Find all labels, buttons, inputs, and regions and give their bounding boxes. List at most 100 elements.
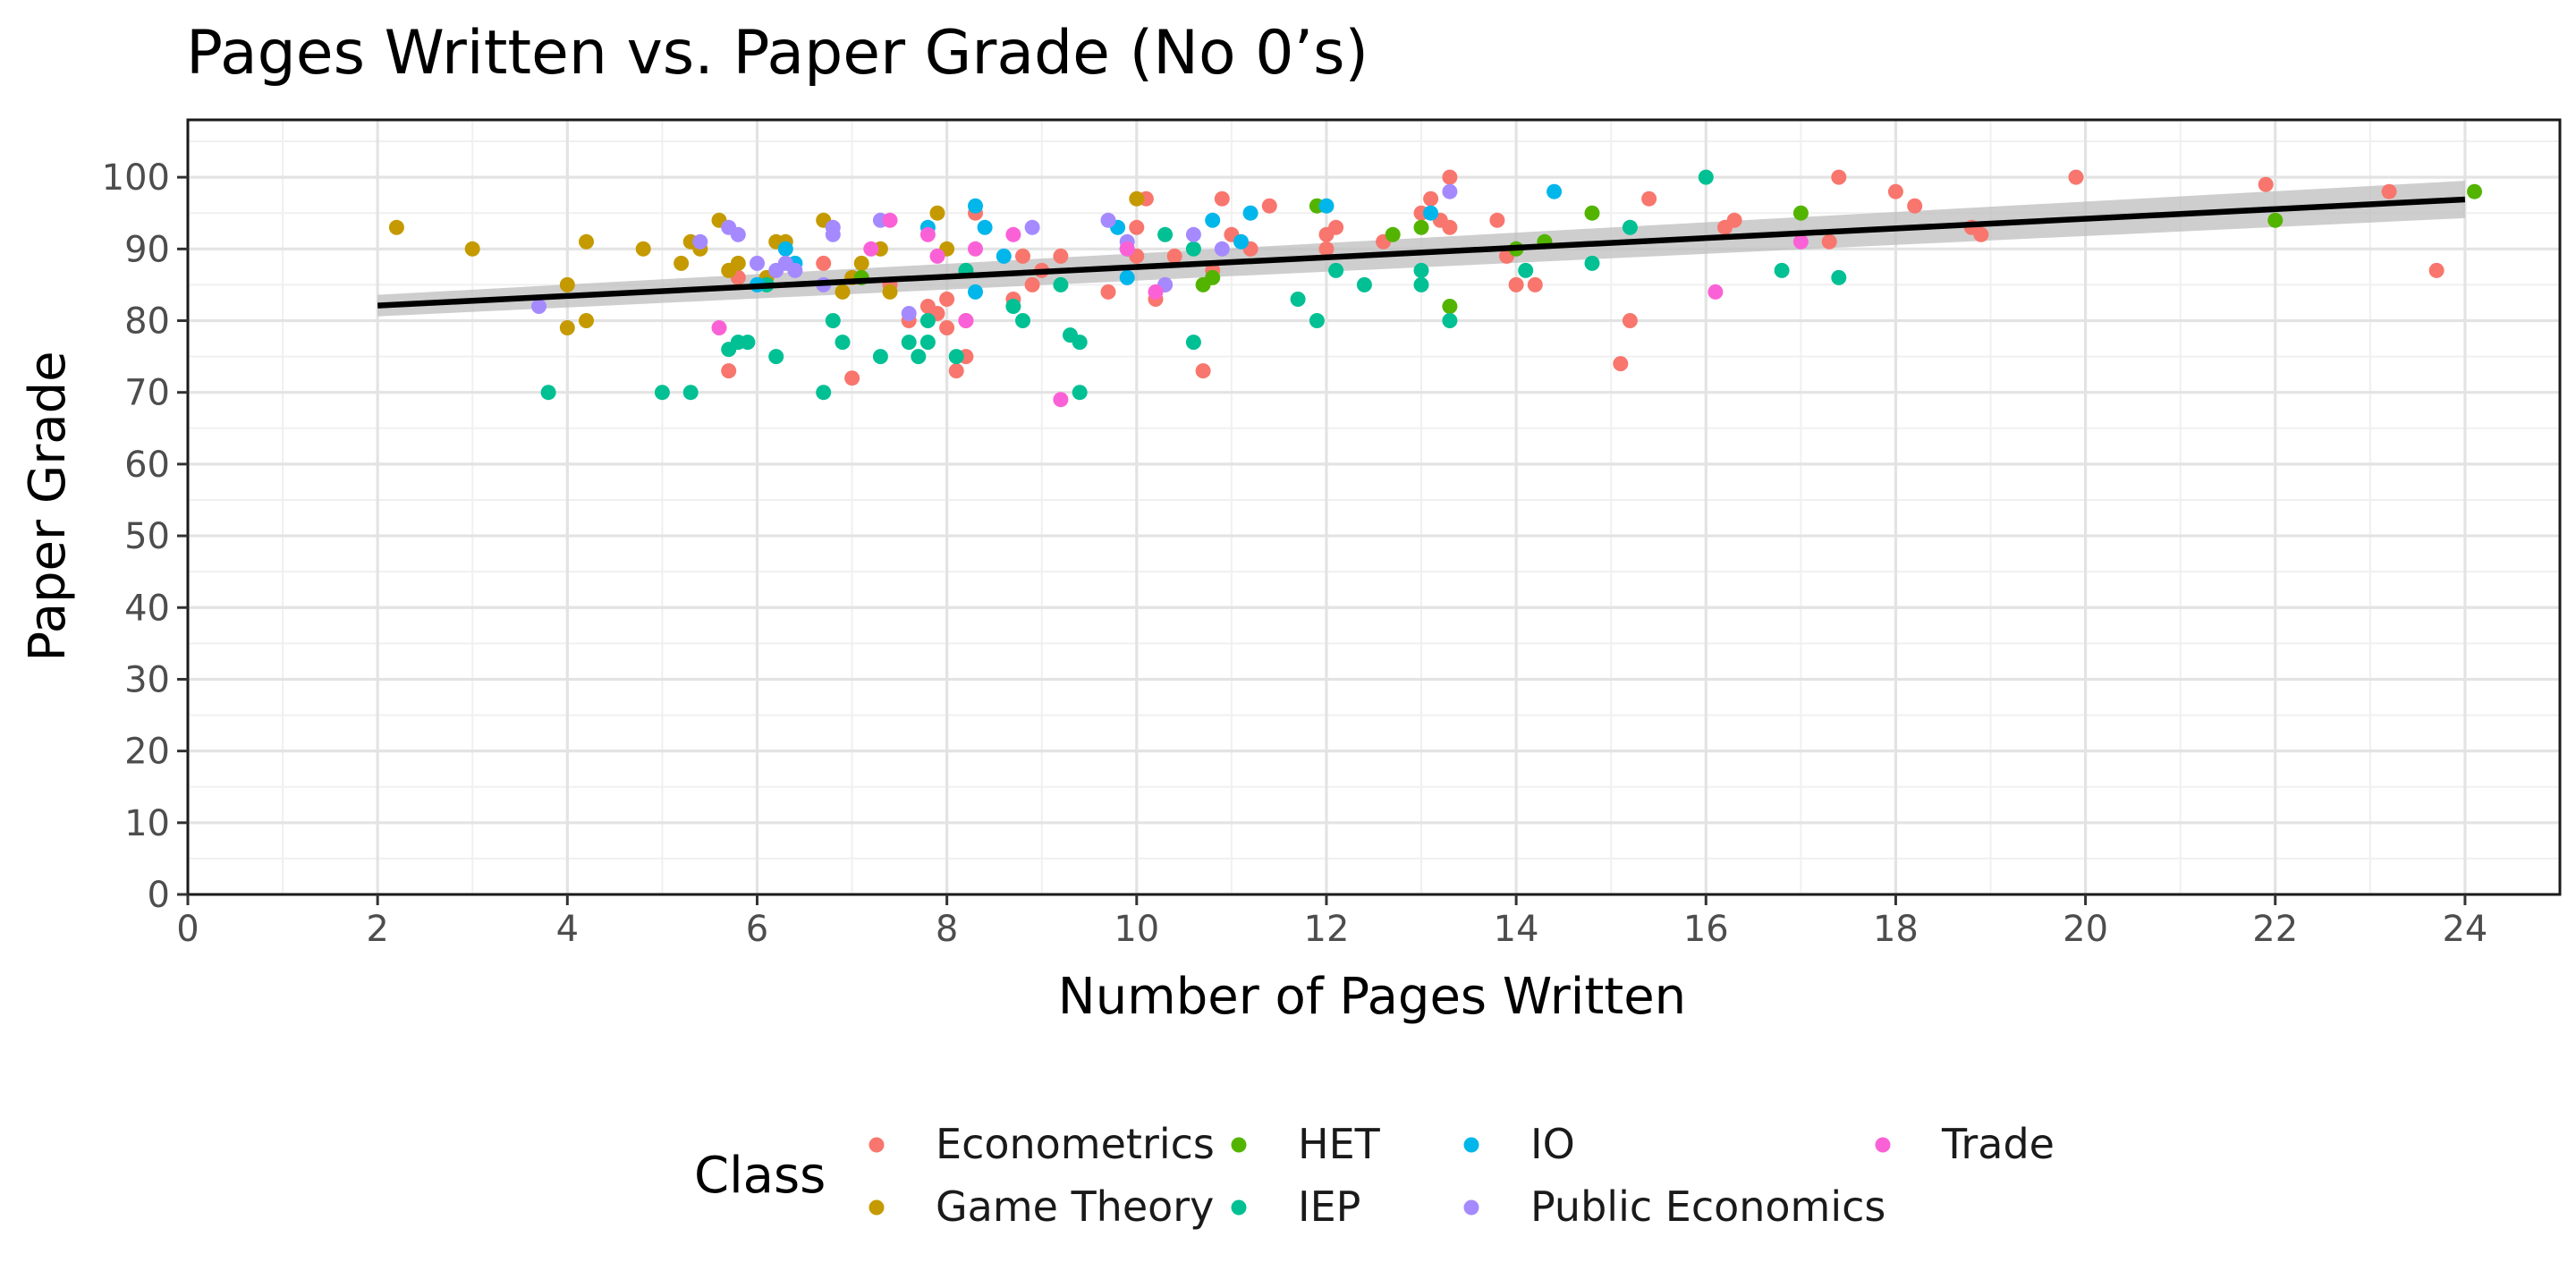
data-point bbox=[977, 219, 993, 235]
data-point bbox=[635, 241, 651, 257]
data-point bbox=[919, 226, 936, 242]
data-point bbox=[1261, 198, 1277, 214]
data-point bbox=[1423, 191, 1439, 207]
data-point bbox=[559, 276, 575, 292]
data-point bbox=[929, 205, 945, 221]
data-point bbox=[2381, 183, 2397, 199]
data-point bbox=[1622, 219, 1638, 235]
data-point bbox=[1185, 226, 1201, 242]
data-point bbox=[579, 313, 594, 328]
data-point bbox=[1385, 226, 1401, 242]
data-point bbox=[1527, 276, 1543, 292]
data-point bbox=[835, 284, 851, 300]
x-tick-label: 20 bbox=[2063, 909, 2108, 950]
data-point bbox=[1072, 335, 1088, 351]
data-point bbox=[939, 320, 955, 335]
legend-item: IO bbox=[1463, 1120, 1575, 1168]
x-tick-label: 10 bbox=[1114, 909, 1159, 950]
data-point bbox=[1413, 262, 1429, 278]
legend-key bbox=[1463, 1199, 1479, 1216]
data-point bbox=[1024, 219, 1040, 235]
y-tick-label: 20 bbox=[124, 732, 170, 773]
data-point bbox=[1015, 313, 1030, 328]
x-axis-title: Number of Pages Written bbox=[1058, 968, 1686, 1026]
y-axis-title: Paper Grade bbox=[19, 351, 77, 661]
data-point bbox=[968, 241, 983, 257]
data-point bbox=[1053, 276, 1069, 292]
chart-title: Pages Written vs. Paper Grade (No 0’s) bbox=[186, 18, 1368, 89]
data-point bbox=[750, 255, 765, 271]
data-point bbox=[1119, 241, 1135, 257]
data-point bbox=[1015, 248, 1030, 264]
data-point bbox=[996, 248, 1012, 264]
data-point bbox=[882, 212, 898, 228]
data-point bbox=[1831, 169, 1847, 185]
data-point bbox=[1129, 191, 1145, 207]
data-point bbox=[1024, 276, 1040, 292]
y-tick-label: 60 bbox=[124, 445, 170, 486]
y-tick-label: 100 bbox=[102, 157, 170, 199]
data-point bbox=[901, 306, 917, 321]
data-point bbox=[1318, 241, 1335, 257]
data-point bbox=[787, 262, 803, 278]
data-point bbox=[911, 349, 927, 365]
data-point bbox=[730, 226, 746, 242]
data-point bbox=[939, 292, 955, 307]
legend-label: Trade bbox=[1941, 1120, 2055, 1168]
data-point bbox=[1053, 248, 1069, 264]
data-point bbox=[1205, 212, 1221, 228]
data-point bbox=[1214, 241, 1230, 257]
y-tick-label: 30 bbox=[124, 659, 170, 700]
y-tick-label: 90 bbox=[124, 229, 170, 270]
legend-key bbox=[869, 1137, 885, 1153]
data-point bbox=[1792, 233, 1809, 250]
y-tick-label: 10 bbox=[124, 803, 170, 844]
data-point bbox=[1185, 241, 1201, 257]
data-point bbox=[1185, 335, 1201, 351]
y-tick-label: 70 bbox=[124, 373, 170, 414]
y-axis-ticks: 0 10 20 30 40 50 60 70 80 90 100 bbox=[102, 157, 188, 916]
data-point bbox=[531, 299, 547, 314]
legend-key bbox=[1875, 1137, 1891, 1153]
legend-title: Class bbox=[694, 1147, 826, 1205]
data-point bbox=[1508, 276, 1524, 292]
data-point bbox=[1309, 313, 1325, 328]
data-point bbox=[464, 241, 480, 257]
y-tick-label: 80 bbox=[124, 301, 170, 343]
x-tick-label: 6 bbox=[746, 909, 768, 950]
legend-key bbox=[1463, 1137, 1479, 1153]
data-point bbox=[1518, 262, 1534, 278]
data-point bbox=[1792, 205, 1809, 221]
data-point bbox=[2467, 183, 2482, 199]
plot-frame bbox=[186, 118, 2562, 896]
data-point bbox=[540, 385, 556, 401]
data-point bbox=[730, 255, 746, 271]
data-point bbox=[1166, 248, 1182, 264]
data-point bbox=[816, 255, 832, 271]
x-tick-label: 2 bbox=[366, 909, 388, 950]
data-point bbox=[844, 370, 860, 386]
data-point bbox=[654, 385, 670, 401]
data-point bbox=[863, 241, 879, 257]
data-point bbox=[1072, 385, 1088, 401]
trend-line-layer bbox=[377, 196, 2466, 309]
data-point bbox=[816, 385, 832, 401]
data-point bbox=[968, 198, 983, 214]
data-point bbox=[1423, 205, 1439, 221]
y-tick-label: 50 bbox=[124, 516, 170, 557]
data-point bbox=[2068, 169, 2084, 185]
legend-item: HET bbox=[1231, 1120, 1381, 1168]
data-point bbox=[1821, 233, 1837, 250]
legend-label: HET bbox=[1298, 1120, 1381, 1168]
data-point bbox=[1328, 262, 1344, 278]
legend-label: Game Theory bbox=[936, 1182, 1214, 1231]
data-point bbox=[1707, 284, 1724, 300]
data-point bbox=[1907, 198, 1923, 214]
data-point bbox=[872, 349, 888, 365]
data-point bbox=[1195, 363, 1211, 379]
data-point bbox=[768, 349, 784, 365]
data-point bbox=[1413, 219, 1429, 235]
legend-key bbox=[1231, 1137, 1247, 1153]
data-point bbox=[740, 335, 756, 351]
data-point bbox=[1442, 169, 1458, 185]
